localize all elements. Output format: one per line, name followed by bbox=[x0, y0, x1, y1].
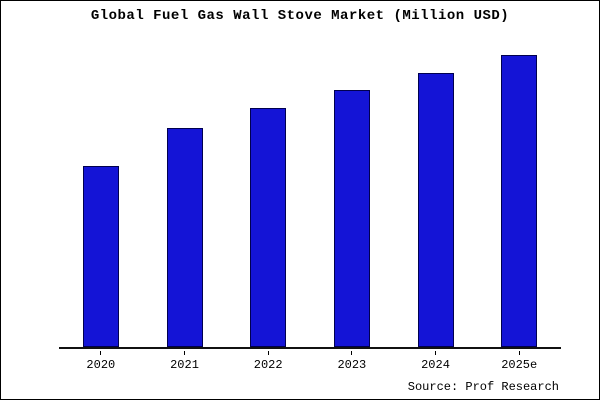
axis-tick bbox=[435, 351, 437, 355]
x-tick-text: 2025e bbox=[501, 358, 538, 372]
chart-title: Global Fuel Gas Wall Stove Market (Milli… bbox=[90, 8, 510, 24]
bar-2022 bbox=[250, 107, 287, 347]
bar-slot bbox=[59, 35, 143, 347]
x-axis-labels: 2020 2021 2022 2023 2024 2025e bbox=[59, 351, 561, 375]
axis-tick bbox=[351, 351, 353, 355]
bar-slot bbox=[477, 35, 561, 347]
x-tick-text: 2024 bbox=[421, 358, 450, 372]
bar-2020 bbox=[82, 166, 119, 347]
bar-2021 bbox=[166, 128, 203, 347]
plot-area bbox=[59, 35, 561, 349]
bar-2025e bbox=[501, 55, 538, 347]
bar-slot bbox=[143, 35, 227, 347]
bar-slot bbox=[226, 35, 310, 347]
source-note: Source: Prof Research bbox=[407, 380, 559, 394]
x-tick-text: 2022 bbox=[253, 358, 283, 372]
axis-tick bbox=[518, 351, 520, 355]
x-tick-label: 2022 bbox=[226, 351, 310, 375]
x-tick-label: 2023 bbox=[310, 351, 394, 375]
x-tick-label: 2025e bbox=[477, 351, 561, 375]
x-tick-text: 2021 bbox=[170, 358, 199, 372]
bar-slot bbox=[394, 35, 478, 347]
x-tick-text: 2023 bbox=[337, 358, 367, 372]
bar-2024 bbox=[417, 72, 454, 347]
x-tick-label: 2020 bbox=[59, 351, 143, 375]
x-tick-label: 2021 bbox=[143, 351, 227, 375]
axis-tick bbox=[184, 351, 185, 355]
x-tick-text: 2020 bbox=[86, 358, 116, 372]
x-tick-label: 2024 bbox=[394, 351, 478, 375]
bar-slot bbox=[310, 35, 394, 347]
axis-tick bbox=[267, 351, 269, 355]
axis-tick bbox=[100, 351, 102, 355]
bar-2023 bbox=[333, 90, 370, 347]
